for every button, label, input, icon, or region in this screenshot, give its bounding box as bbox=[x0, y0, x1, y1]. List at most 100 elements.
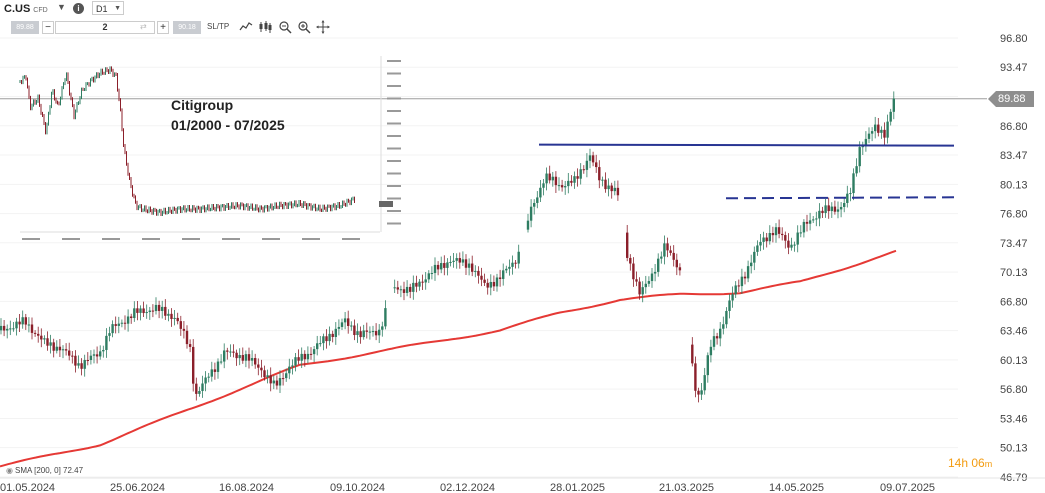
candle-up bbox=[145, 312, 148, 314]
symbol-label[interactable]: C.US CFD bbox=[4, 3, 48, 15]
candle-down bbox=[303, 353, 306, 360]
candle-up bbox=[846, 193, 849, 203]
candle-down bbox=[675, 259, 678, 268]
candle-down bbox=[142, 308, 145, 314]
sltp-button[interactable]: SL/TP bbox=[207, 22, 230, 31]
line-chart-icon[interactable] bbox=[239, 20, 253, 34]
candle-down bbox=[188, 344, 192, 347]
candle-up bbox=[381, 326, 384, 330]
candle-up bbox=[880, 129, 883, 133]
candle-down bbox=[353, 325, 356, 336]
candle-up bbox=[27, 324, 31, 326]
candle-down bbox=[269, 375, 272, 384]
candle-down bbox=[805, 221, 809, 224]
symbol-dropdown-icon[interactable]: ▼ bbox=[57, 2, 66, 12]
candle-down bbox=[309, 353, 313, 355]
candle-up bbox=[526, 220, 530, 230]
candle-up bbox=[551, 176, 554, 181]
candle-up bbox=[542, 183, 545, 188]
candle-down bbox=[359, 331, 362, 338]
inset-tick bbox=[387, 147, 401, 150]
candles-icon[interactable] bbox=[258, 20, 272, 34]
candle-down bbox=[765, 237, 768, 242]
inset-tick bbox=[262, 238, 280, 240]
candle-up bbox=[746, 266, 750, 279]
candle-up bbox=[653, 271, 657, 274]
chart-annotation: Citigroup 01/2000 - 07/2025 bbox=[171, 95, 285, 135]
swap-icon[interactable]: ⇄ bbox=[140, 22, 147, 31]
candle-up bbox=[870, 131, 874, 134]
annotation-title: Citigroup bbox=[171, 97, 234, 113]
annotation-period: 01/2000 - 07/2025 bbox=[171, 117, 285, 133]
candle-up bbox=[489, 281, 492, 288]
candle-up bbox=[111, 324, 114, 334]
candle-down bbox=[71, 355, 74, 357]
candle-up bbox=[371, 331, 375, 333]
crosshair-icon[interactable] bbox=[316, 20, 330, 34]
candle-up bbox=[161, 306, 164, 311]
inset-tick bbox=[387, 85, 401, 87]
indicator-legend[interactable]: ◉ SMA [200, 0] 72.47 bbox=[6, 466, 83, 475]
candle-up bbox=[663, 243, 666, 257]
candle-down bbox=[591, 155, 595, 163]
zoom-in-icon[interactable] bbox=[297, 20, 311, 34]
candle-down bbox=[30, 324, 34, 333]
candle-down bbox=[498, 277, 502, 279]
candle-up bbox=[750, 262, 753, 267]
candle-up bbox=[285, 373, 288, 379]
candle-down bbox=[80, 363, 83, 369]
candle-up bbox=[517, 251, 520, 264]
candle-up bbox=[529, 206, 533, 221]
candle-down bbox=[787, 240, 790, 248]
candle-up bbox=[334, 328, 337, 338]
zoom-out-icon[interactable] bbox=[278, 20, 292, 34]
candle-down bbox=[260, 367, 263, 371]
sma-line bbox=[0, 249, 897, 468]
candle-down bbox=[443, 263, 446, 268]
price-tick-label: 96.80 bbox=[1000, 33, 1028, 45]
chart-grid bbox=[0, 37, 987, 478]
buy-button[interactable]: 90.18 bbox=[173, 21, 201, 34]
candle-down bbox=[86, 359, 89, 361]
timeframe-select[interactable]: D1 ▼ bbox=[92, 1, 124, 15]
candle-up bbox=[102, 349, 105, 352]
instrument-toolbar: C.US CFD ▼ i D1 ▼ bbox=[0, 0, 400, 18]
inset-tick bbox=[302, 238, 320, 240]
candle-up bbox=[105, 335, 108, 350]
candle-up bbox=[660, 256, 663, 259]
candle-up bbox=[843, 202, 846, 207]
eye-icon[interactable]: ◉ bbox=[6, 466, 13, 475]
price-axis[interactable]: 96.8093.4790.1386.8083.4780.1376.8073.47… bbox=[1000, 33, 1028, 484]
date-tick-label: 25.06.2024 bbox=[110, 482, 165, 493]
candle-down bbox=[554, 176, 558, 186]
candle-up bbox=[368, 331, 372, 333]
candle-up bbox=[855, 166, 858, 174]
candle-up bbox=[573, 176, 576, 183]
price-tick-label: 50.13 bbox=[1000, 443, 1028, 455]
info-icon[interactable]: i bbox=[73, 3, 84, 14]
candle-up bbox=[502, 270, 505, 279]
price-tick-label: 70.13 bbox=[1000, 267, 1028, 279]
candle-up bbox=[362, 330, 365, 338]
candle-down bbox=[325, 336, 328, 342]
candle-up bbox=[120, 322, 124, 324]
candle-up bbox=[244, 354, 248, 361]
candle-down bbox=[672, 252, 675, 260]
candle-up bbox=[328, 333, 331, 342]
quantity-increase-button[interactable]: + bbox=[157, 21, 169, 34]
quantity-input[interactable]: 2 bbox=[55, 21, 155, 34]
candle-up bbox=[753, 251, 756, 263]
candle-down bbox=[195, 383, 198, 394]
candle-up bbox=[343, 318, 347, 323]
time-axis[interactable]: 01.05.2024 25.06.2024 16.08.2024 09.10.2024… bbox=[0, 477, 1045, 493]
inset-tick bbox=[62, 238, 80, 240]
quantity-decrease-button[interactable]: − bbox=[42, 21, 54, 34]
candle-down bbox=[694, 363, 697, 391]
sell-button[interactable]: 89.88 bbox=[11, 21, 39, 34]
candle-down bbox=[691, 344, 694, 364]
candle-up bbox=[9, 328, 12, 330]
candle-up bbox=[455, 258, 458, 261]
candle-up bbox=[378, 329, 381, 336]
candle-down bbox=[483, 279, 486, 283]
